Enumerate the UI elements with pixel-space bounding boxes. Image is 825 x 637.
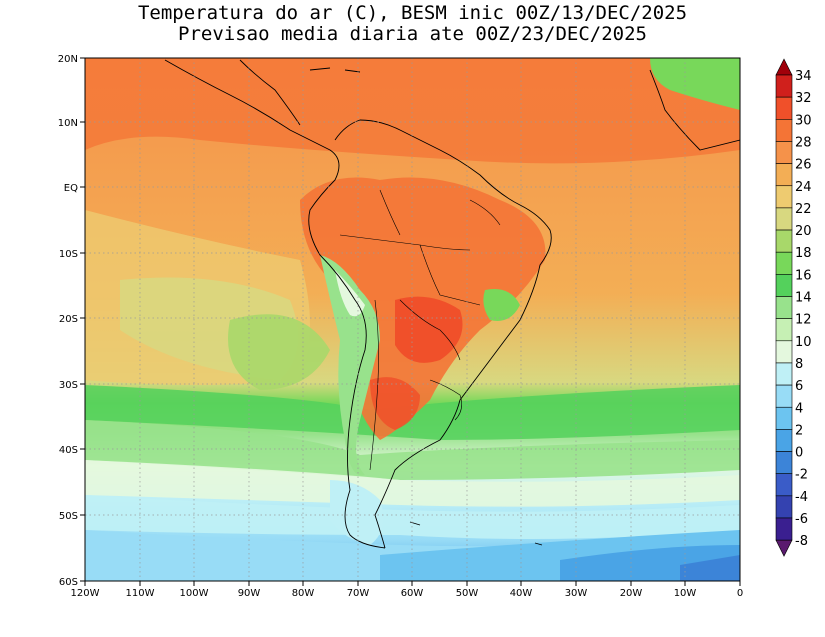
lat-label: 10S	[59, 249, 78, 260]
colorbar-label: 2	[795, 423, 803, 438]
colorbar-label: 26	[795, 158, 812, 173]
colorbar-label: 30	[795, 113, 812, 128]
lon-label: 20W	[620, 588, 643, 599]
colorbar-arrow-top	[775, 58, 793, 76]
lon-label: 70W	[347, 588, 370, 599]
colorbar-segment	[775, 229, 793, 253]
lon-label: 10W	[674, 588, 697, 599]
colorbar-label: -4	[795, 490, 808, 505]
colorbar-label: 12	[795, 313, 812, 328]
lon-label: 90W	[238, 588, 261, 599]
colorbar-label: 16	[795, 268, 812, 283]
lon-label: 80W	[292, 588, 315, 599]
colorbar-segment	[775, 96, 793, 120]
graticule	[85, 58, 740, 581]
lat-label: EQ	[64, 183, 78, 194]
latitude-labels: 20N 10N EQ 10S 20S 30S 40S 50S 60S	[58, 54, 78, 588]
colorbar-arrow-bottom	[775, 539, 793, 557]
colorbar-label: 6	[795, 379, 803, 394]
colorbar-segment	[775, 517, 793, 541]
lat-label: 40S	[59, 445, 78, 456]
colorbar-segment	[775, 74, 793, 98]
colorbar-label: 14	[795, 291, 812, 306]
colorbar-segment	[775, 296, 793, 319]
colorbar-segment	[775, 207, 793, 231]
colorbar-label: 8	[795, 357, 803, 372]
colorbar-label: 10	[795, 335, 812, 350]
lon-label: 0	[737, 588, 743, 599]
country-borders	[339, 189, 501, 471]
colorbar-segment	[775, 429, 793, 452]
colorbar-segment	[775, 119, 793, 142]
colorbar-label: 24	[795, 180, 812, 195]
colorbar-label: 18	[795, 246, 812, 261]
map-title-line-1: Temperatura do ar (C), BESM inic 00Z/13/…	[137, 2, 688, 24]
colorbar-segment	[775, 473, 793, 497]
colorbar-segment	[775, 362, 793, 386]
lat-label: 50S	[59, 511, 78, 522]
temperature-field	[85, 58, 740, 581]
colorbar-segment	[775, 384, 793, 408]
colorbar-label: -2	[795, 468, 808, 483]
colorbar-segment	[775, 163, 793, 187]
lon-label: 50W	[456, 588, 479, 599]
lon-label: 100W	[180, 588, 209, 599]
colorbar-segment	[775, 274, 793, 297]
lon-label: 110W	[126, 588, 155, 599]
map-title-line-2: Previsao media diaria ate 00Z/23/DEC/202…	[178, 23, 647, 45]
colorbar-label: 4	[795, 401, 803, 416]
lon-label: 40W	[510, 588, 533, 599]
colorbar-label: -6	[795, 512, 808, 527]
colorbar-label: 22	[795, 202, 812, 217]
colorbar-segment	[775, 406, 793, 430]
lon-label: 30W	[565, 588, 588, 599]
lat-label: 20N	[58, 54, 78, 65]
lat-label: 30S	[59, 380, 78, 391]
colorbar-label: 20	[795, 224, 812, 239]
lat-label: 10N	[58, 118, 78, 129]
colorbar-segment	[775, 451, 793, 474]
tick-marks	[80, 57, 741, 586]
colorbar-label: 28	[795, 135, 812, 150]
lat-label: 20S	[59, 314, 78, 325]
colorbar-segment	[775, 185, 793, 209]
lat-label: 60S	[59, 577, 78, 588]
colorbar-label: 34	[795, 69, 812, 84]
colorbar-segment	[775, 340, 793, 364]
colorbar-segment	[775, 141, 793, 164]
longitude-labels: 120W 110W 100W 90W 80W 70W 60W 50W 40W 3…	[71, 588, 744, 599]
lon-label: 60W	[401, 588, 424, 599]
colorbar-label: 32	[795, 91, 812, 106]
colorbar-segment	[775, 318, 793, 342]
colorbar-segment	[775, 495, 793, 519]
lon-label: 120W	[71, 588, 100, 599]
colorbar-label: -8	[795, 534, 808, 549]
colorbar-label: 0	[795, 446, 803, 461]
colorbar-segment	[775, 251, 793, 275]
